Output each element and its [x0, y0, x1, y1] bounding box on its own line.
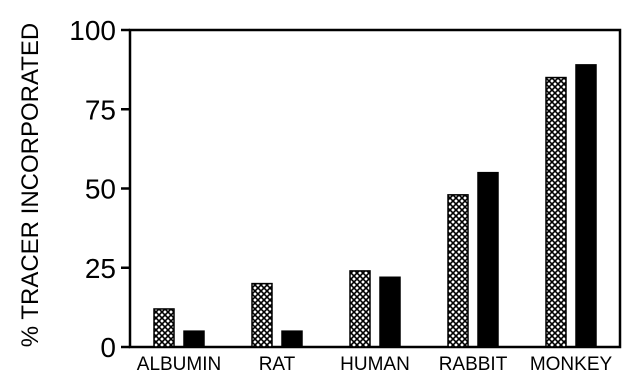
bar-hatched — [349, 270, 371, 348]
bar-solid — [281, 330, 303, 348]
category-label: RABBIT — [439, 354, 508, 375]
y-tick-label: 75 — [85, 94, 116, 125]
category-label: MONKEY — [530, 354, 613, 375]
bar-solid — [183, 330, 205, 348]
y-tick-label: 25 — [85, 253, 116, 284]
bar-hatched — [251, 282, 273, 348]
bar-solid — [575, 64, 597, 348]
plot-area: 0 25 50 75 100 ALBUMIN RAT HUMAN RABBIT MONKEY — [69, 15, 622, 375]
category-label: RAT — [259, 354, 296, 375]
y-axis-title: % TRACER INCORPORATED — [17, 23, 44, 347]
bar-solid — [477, 171, 499, 348]
y-tick-label: 100 — [69, 15, 116, 46]
bar-hatched — [545, 76, 567, 348]
y-tick-label: 0 — [100, 332, 116, 363]
bar-hatched — [153, 308, 175, 348]
y-tick-label: 50 — [85, 174, 116, 205]
category-label: ALBUMIN — [137, 354, 221, 375]
bar-solid — [379, 276, 401, 348]
bar-hatched — [447, 194, 469, 348]
category-label: HUMAN — [340, 354, 410, 375]
